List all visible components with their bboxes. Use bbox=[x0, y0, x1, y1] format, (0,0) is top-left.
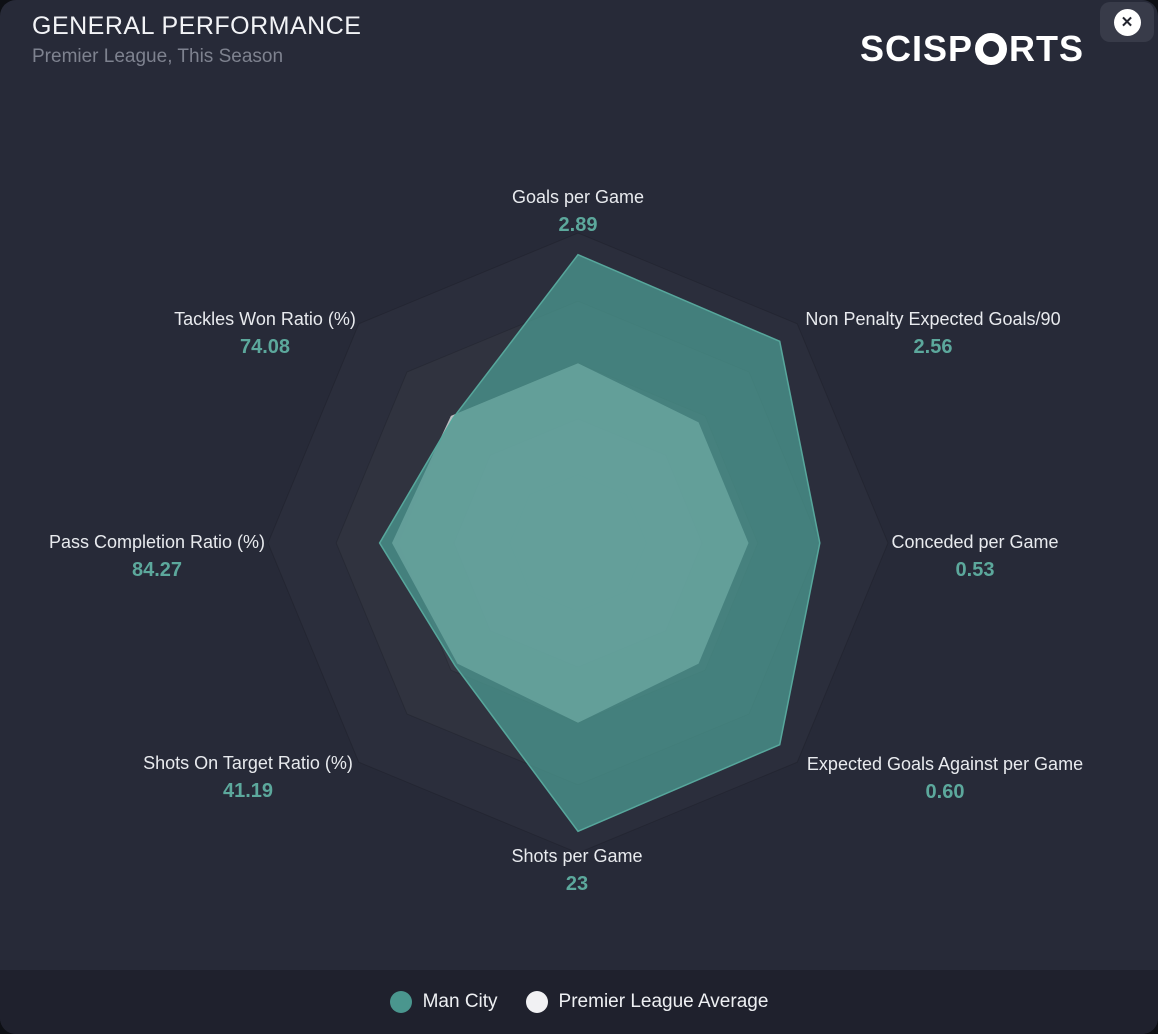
axis-value: 0.60 bbox=[925, 781, 965, 803]
man-city-polygon bbox=[378, 253, 821, 833]
axis-label-group: Conceded per Game 0.53 bbox=[891, 532, 1058, 582]
axis-label-group: Non Penalty Expected Goals/90 2.56 bbox=[805, 309, 1060, 359]
close-icon: ✕ bbox=[1113, 8, 1141, 36]
axis-label: Non Penalty Expected Goals/90 bbox=[805, 309, 1061, 329]
logo-text-left: SCISP bbox=[859, 28, 973, 69]
header: GENERAL PERFORMANCE Premier League, This… bbox=[32, 12, 361, 68]
axis-label: Goals per Game bbox=[511, 187, 645, 207]
axis-label-group: Shots per Game 23 bbox=[511, 846, 642, 896]
legend-item-league-average: Premier League Average bbox=[525, 991, 769, 1013]
axis-label: Shots per Game bbox=[511, 846, 643, 866]
axis-label-group: Tackles Won Ratio (%) 74.08 bbox=[174, 309, 356, 359]
axis-label: Expected Goals Against per Game bbox=[806, 754, 1084, 774]
legend-label: Premier League Average bbox=[558, 991, 769, 1012]
axis-label: Conceded per Game bbox=[891, 532, 1059, 552]
axis-label-group: Expected Goals Against per Game 0.60 bbox=[807, 754, 1083, 804]
legend-label: Man City bbox=[422, 991, 498, 1012]
logo-text-right: RTS bbox=[1009, 28, 1084, 69]
axis-value: 41.19 bbox=[222, 780, 274, 802]
axis-label-group: Pass Completion Ratio (%) 84.27 bbox=[49, 532, 265, 582]
axis-label: Pass Completion Ratio (%) bbox=[48, 532, 266, 552]
logo-o-icon bbox=[975, 33, 1007, 65]
axis-label: Shots On Target Ratio (%) bbox=[143, 753, 353, 773]
page-subtitle: Premier League, This Season bbox=[32, 46, 284, 67]
axis-value: 2.56 bbox=[913, 336, 953, 358]
scisports-logo: SCISP RTS bbox=[860, 28, 1084, 70]
axis-label-group: Goals per Game 2.89 bbox=[512, 187, 644, 237]
legend-item-man-city: Man City bbox=[389, 991, 498, 1013]
axis-value: 84.27 bbox=[131, 559, 183, 581]
axis-value: 74.08 bbox=[239, 336, 291, 358]
axis-value: 2.89 bbox=[558, 214, 598, 236]
axis-value: 0.53 bbox=[955, 559, 995, 581]
axis-label-group: Shots On Target Ratio (%) 41.19 bbox=[143, 753, 353, 803]
axis-value: 23 bbox=[565, 873, 589, 895]
close-button[interactable]: ✕ bbox=[1100, 2, 1154, 42]
page-title: GENERAL PERFORMANCE bbox=[32, 12, 362, 40]
axis-label: Tackles Won Ratio (%) bbox=[174, 309, 356, 329]
legend: Man City Premier League Average bbox=[0, 970, 1158, 1034]
man-city-dot-icon bbox=[389, 991, 412, 1013]
league-average-dot-icon bbox=[525, 991, 548, 1013]
